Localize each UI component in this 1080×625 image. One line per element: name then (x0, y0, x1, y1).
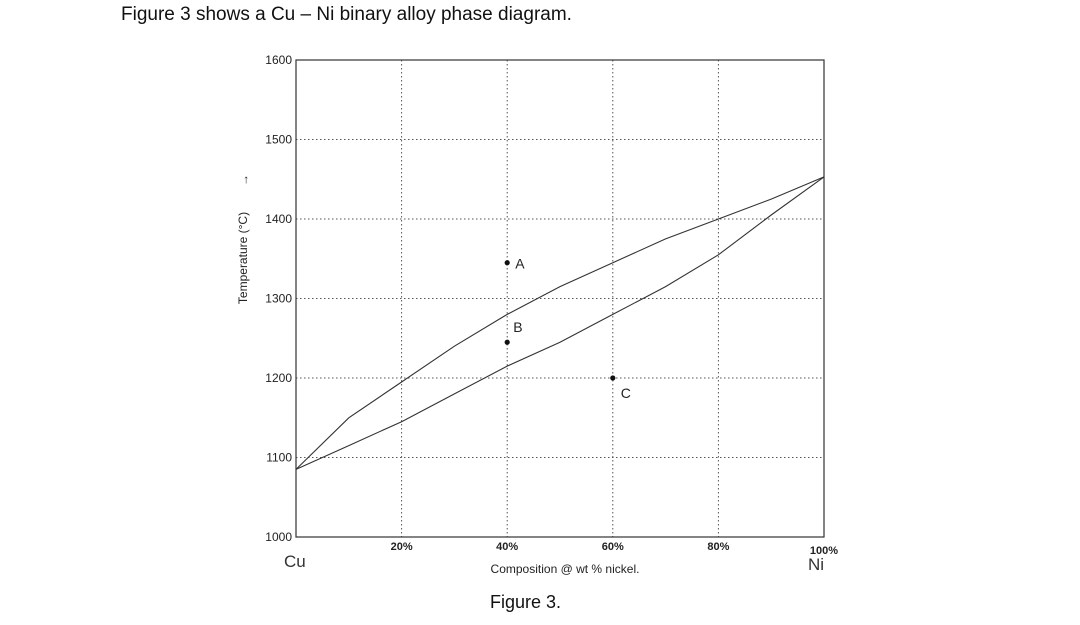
solidus-line (295, 176, 825, 470)
marked-points: A B C (504, 256, 631, 401)
y-tick-label: 1600 (265, 53, 292, 67)
x-end-label-ni: Ni (808, 555, 824, 574)
y-tick-label: 1500 (265, 133, 292, 147)
phase-curves (295, 176, 825, 470)
y-tick-labels: 1000 1100 1200 1300 1400 1500 1600 (265, 53, 292, 544)
point-label-c: C (621, 385, 631, 401)
point-label-b: B (513, 319, 522, 335)
y-tick-label: 1300 (265, 292, 292, 306)
plot-frame (295, 59, 825, 538)
x-tick-label: 100% (810, 545, 838, 557)
intro-text: Figure 3 shows a Cu – Ni binary alloy ph… (121, 4, 572, 25)
x-tick-label: 40% (496, 541, 518, 553)
x-end-label-cu: Cu (284, 552, 306, 571)
point-label-a: A (515, 256, 525, 272)
y-tick-label: 1200 (265, 371, 292, 385)
y-tick-label: 1000 (265, 530, 292, 544)
figure-caption: Figure 3. (490, 592, 562, 612)
x-tick-label: 60% (602, 541, 624, 553)
liquidus-line (295, 176, 825, 470)
grid-lines (296, 60, 824, 537)
point-b (504, 339, 510, 345)
x-tick-labels: 20% 40% 60% 80% 100% (391, 541, 839, 557)
x-tick-label: 20% (391, 541, 413, 553)
y-tick-label: 1400 (265, 212, 292, 226)
y-axis-title: Temperature (°C) (236, 212, 250, 304)
point-a (504, 260, 510, 266)
x-tick-label: 80% (707, 541, 729, 553)
point-c (610, 375, 616, 381)
x-axis-title: Composition @ wt % nickel. (491, 562, 640, 576)
y-tick-label: 1100 (266, 451, 292, 465)
y-axis-arrow: → (237, 174, 251, 186)
